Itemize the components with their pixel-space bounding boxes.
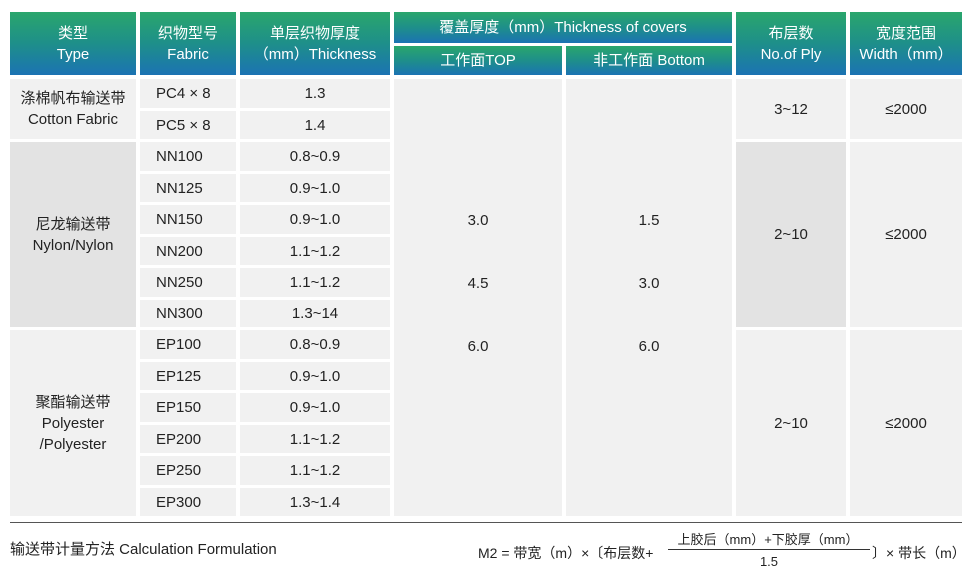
header-bottom: 非工作面 Bottom <box>566 46 732 75</box>
fabric-cell: EP100 <box>140 330 236 359</box>
thickness-cell: 1.1~1.2 <box>240 237 390 265</box>
width-nylon: ≤2000 <box>850 142 962 327</box>
fabric-cell: PC5 × 8 <box>140 111 236 139</box>
group-cotton-cn: 涤棉帆布输送带 <box>20 90 126 107</box>
formula-numerator: 上胶后（mm）+下胶厚（mm） <box>677 532 859 547</box>
fabric-cell: NN300 <box>140 300 236 327</box>
fabric-cell: EP125 <box>140 362 236 390</box>
ply-nylon: 2~10 <box>736 142 846 327</box>
thickness-cell: 1.1~1.2 <box>240 425 390 453</box>
header-top-label: 工作面TOP <box>440 52 516 69</box>
fabric-cell: EP150 <box>140 393 236 422</box>
header-thickness-cn: 单层织物厚度 <box>269 24 360 42</box>
footer-divider <box>10 522 962 523</box>
header-fabric: 织物型号 Fabric <box>140 12 236 75</box>
ply-polyester: 2~10 <box>736 330 846 516</box>
thickness-cell: 1.3 <box>240 79 390 108</box>
fabric-cell: EP250 <box>140 456 236 485</box>
header-width-en: Width（mm） <box>859 45 953 63</box>
group-nylon-cn: 尼龙输送带 <box>35 215 111 233</box>
header-type-cn: 类型 <box>57 24 88 42</box>
group-nylon-en: Nylon/Nylon <box>32 236 114 254</box>
width-cotton: ≤2000 <box>850 79 962 139</box>
fabric-cell: EP300 <box>140 488 236 516</box>
header-bottom-label: 非工作面 Bottom <box>593 52 705 69</box>
fabric-cell: NN200 <box>140 237 236 265</box>
formula-left: M2 = 带宽（m）×〔布层数+ <box>478 545 654 561</box>
group-polyester: 聚酯输送带 Polyester /Polyester <box>10 330 136 516</box>
header-fabric-cn: 织物型号 <box>157 24 218 42</box>
covers-top-value: 4.5 <box>467 275 489 292</box>
header-covers: 覆盖厚度（mm）Thickness of covers <box>394 12 732 43</box>
group-polyester-cn: 聚酯输送带 <box>35 393 111 411</box>
header-ply-cn: 布层数 <box>768 24 814 42</box>
fabric-cell: NN250 <box>140 268 236 297</box>
fabric-cell: NN125 <box>140 174 236 202</box>
covers-bottom-value: 3.0 <box>638 275 660 292</box>
thickness-cell: 1.1~1.2 <box>240 268 390 297</box>
formula-fraction-line <box>668 549 870 550</box>
fabric-cell: EP200 <box>140 425 236 453</box>
group-polyester-en2: /Polyester <box>39 435 107 453</box>
covers-top-block <box>394 79 562 516</box>
header-width-cn: 宽度范围 <box>875 24 936 42</box>
covers-top-value: 3.0 <box>467 212 489 229</box>
fabric-cell: NN100 <box>140 142 236 171</box>
group-cotton: 涤棉帆布输送带 Cotton Fabric <box>10 79 136 139</box>
group-nylon: 尼龙输送带 Nylon/Nylon <box>10 142 136 327</box>
thickness-cell: 1.1~1.2 <box>240 456 390 485</box>
width-polyester: ≤2000 <box>850 330 962 516</box>
thickness-cell: 1.3~14 <box>240 300 390 327</box>
header-thickness: 单层织物厚度 （mm）Thickness <box>240 12 390 75</box>
ply-cotton: 3~12 <box>736 79 846 139</box>
fabric-cell: NN150 <box>140 205 236 234</box>
fabric-cell: PC4 × 8 <box>140 79 236 108</box>
covers-top-values: 3.0 4.5 6.0 <box>394 206 562 395</box>
covers-bottom-values: 1.5 3.0 6.0 <box>566 206 732 395</box>
thickness-cell: 1.4 <box>240 111 390 139</box>
header-type-en: Type <box>56 45 90 63</box>
group-cotton-en: Cotton Fabric <box>27 111 119 128</box>
thickness-cell: 1.3~1.4 <box>240 488 390 516</box>
header-thickness-en: （mm）Thickness <box>253 45 377 63</box>
formula-denominator: 1.5 <box>759 554 779 569</box>
covers-bottom-block <box>566 79 732 516</box>
header-top: 工作面TOP <box>394 46 562 75</box>
footer-title: 输送带计量方法 Calculation Formulation <box>10 541 277 558</box>
covers-bottom-value: 1.5 <box>638 212 660 229</box>
thickness-cell: 0.9~1.0 <box>240 362 390 390</box>
header-type: 类型 Type <box>10 12 136 75</box>
header-covers-label: 覆盖厚度（mm）Thickness of covers <box>439 19 687 36</box>
covers-top-value: 6.0 <box>467 338 489 355</box>
group-polyester-en: Polyester <box>41 414 105 432</box>
header-fabric-en: Fabric <box>167 45 209 63</box>
thickness-cell: 0.8~0.9 <box>240 142 390 171</box>
thickness-cell: 0.9~1.0 <box>240 205 390 234</box>
header-ply-en: No.of Ply <box>760 45 822 63</box>
header-ply: 布层数 No.of Ply <box>736 12 846 75</box>
thickness-cell: 0.8~0.9 <box>240 330 390 359</box>
formula-right: 〕× 带长（m） <box>872 545 966 561</box>
thickness-cell: 0.9~1.0 <box>240 393 390 422</box>
header-width: 宽度范围 Width（mm） <box>850 12 962 75</box>
thickness-cell: 0.9~1.0 <box>240 174 390 202</box>
covers-bottom-value: 6.0 <box>638 338 660 355</box>
